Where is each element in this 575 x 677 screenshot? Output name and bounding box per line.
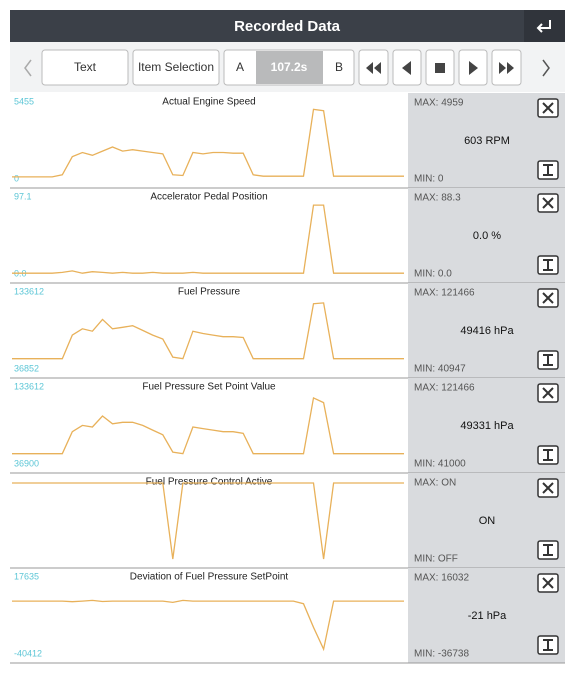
trace-line bbox=[12, 396, 404, 455]
panel-title: Fuel Pressure bbox=[178, 287, 241, 298]
item-selection-button[interactable] bbox=[132, 49, 220, 86]
min-label: MIN: 41000 bbox=[414, 459, 466, 470]
trace-line bbox=[12, 599, 404, 652]
scale-max: 5455 bbox=[14, 96, 34, 106]
return-bg[interactable] bbox=[524, 10, 565, 42]
current-value: ON bbox=[479, 515, 496, 527]
min-label: MIN: 0 bbox=[414, 174, 444, 185]
item-selection-label[interactable]: Item Selection bbox=[138, 60, 214, 74]
ff-button[interactable] bbox=[491, 49, 522, 86]
max-label: MAX: 88.3 bbox=[414, 193, 461, 204]
min-label: MIN: 40947 bbox=[414, 364, 466, 375]
cursor-icon[interactable] bbox=[543, 544, 553, 556]
next-button[interactable] bbox=[542, 59, 550, 77]
marker-b[interactable]: B bbox=[335, 60, 343, 74]
max-label: MAX: 4959 bbox=[414, 98, 464, 109]
max-label: MAX: 121466 bbox=[414, 383, 475, 394]
rewind-button[interactable] bbox=[358, 49, 389, 86]
close-icon[interactable] bbox=[542, 197, 554, 209]
scale-min: 36900 bbox=[14, 458, 39, 468]
scale-max: 133612 bbox=[14, 286, 44, 296]
close-icon[interactable] bbox=[542, 102, 554, 114]
scale-max: 97.1 bbox=[14, 191, 32, 201]
cursor-icon[interactable] bbox=[543, 164, 553, 176]
min-label: MIN: -36738 bbox=[414, 649, 469, 660]
playback-controls bbox=[358, 49, 522, 86]
trace-line bbox=[12, 204, 404, 274]
time-label: 107.2s bbox=[271, 60, 308, 74]
scale-max: 17635 bbox=[14, 571, 39, 581]
trace-line bbox=[12, 302, 404, 360]
play-icon[interactable] bbox=[469, 61, 478, 75]
header-title: Recorded Data bbox=[234, 18, 341, 35]
close-icon[interactable] bbox=[542, 292, 554, 304]
min-label: MIN: OFF bbox=[414, 554, 458, 565]
rewind-icon[interactable] bbox=[366, 62, 381, 74]
cursor-icon[interactable] bbox=[543, 354, 553, 366]
cursor-icon[interactable] bbox=[543, 259, 553, 271]
current-value: 49416 hPa bbox=[460, 325, 514, 337]
max-label: MAX: 121466 bbox=[414, 288, 475, 299]
current-value: -21 hPa bbox=[468, 610, 507, 622]
cursor-icon[interactable] bbox=[543, 449, 553, 461]
scale-min: -40412 bbox=[14, 648, 42, 658]
panel-title: Accelerator Pedal Position bbox=[150, 192, 267, 203]
scale-min: 36852 bbox=[14, 363, 39, 373]
scale-max: 133612 bbox=[14, 381, 44, 391]
trace-line bbox=[12, 108, 404, 178]
ff-icon[interactable] bbox=[499, 62, 514, 74]
panel-title: Fuel Pressure Control Active bbox=[146, 477, 273, 488]
header-bar bbox=[10, 10, 565, 42]
close-icon[interactable] bbox=[542, 577, 554, 589]
close-icon[interactable] bbox=[542, 387, 554, 399]
text-button[interactable] bbox=[41, 49, 129, 86]
close-icon[interactable] bbox=[542, 482, 554, 494]
time-box bbox=[256, 51, 323, 84]
panel-title: Deviation of Fuel Pressure SetPoint bbox=[130, 572, 289, 583]
cursor-icon[interactable] bbox=[543, 639, 553, 651]
return-button[interactable] bbox=[524, 10, 565, 42]
stop-icon[interactable] bbox=[435, 63, 445, 73]
panel-title: Actual Engine Speed bbox=[162, 97, 255, 108]
text-button-label[interactable]: Text bbox=[74, 60, 97, 74]
trace-line bbox=[12, 482, 404, 560]
current-value: 49331 hPa bbox=[460, 420, 514, 432]
back-icon[interactable] bbox=[402, 61, 411, 75]
panels: Actual Engine Speed 5455 0 MAX: 4959 603 RPM… bbox=[10, 93, 565, 664]
max-label: MAX: ON bbox=[414, 478, 456, 489]
current-value: 0.0 % bbox=[473, 230, 501, 242]
return-icon[interactable] bbox=[536, 20, 551, 33]
min-label: MIN: 0.0 bbox=[414, 269, 452, 280]
scale-min: 0 bbox=[14, 173, 19, 183]
max-label: MAX: 16032 bbox=[414, 573, 469, 584]
marker-a[interactable]: A bbox=[236, 60, 244, 74]
current-value: 603 RPM bbox=[464, 135, 510, 147]
panel-title: Fuel Pressure Set Point Value bbox=[142, 382, 276, 393]
prev-button[interactable] bbox=[24, 59, 32, 77]
